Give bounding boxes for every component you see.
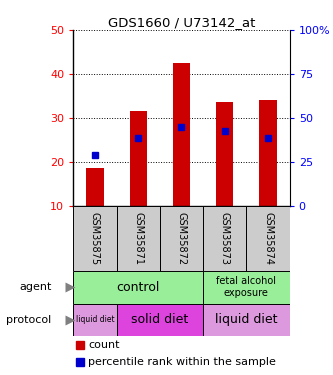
- Text: percentile rank within the sample: percentile rank within the sample: [89, 357, 276, 368]
- Text: liquid diet: liquid diet: [215, 313, 278, 326]
- Bar: [246, 206, 290, 271]
- Text: GSM35875: GSM35875: [90, 212, 100, 265]
- Text: protocol: protocol: [6, 315, 52, 325]
- Text: GSM35871: GSM35871: [133, 212, 143, 265]
- Text: fetal alcohol
exposure: fetal alcohol exposure: [216, 276, 276, 298]
- Title: GDS1660 / U73142_at: GDS1660 / U73142_at: [108, 16, 255, 29]
- Bar: [73, 271, 203, 303]
- Bar: [203, 206, 246, 271]
- Bar: [203, 271, 290, 303]
- Bar: [216, 102, 233, 206]
- Text: control: control: [117, 281, 160, 294]
- Text: solid diet: solid diet: [131, 313, 188, 326]
- Bar: [259, 100, 277, 206]
- Bar: [130, 111, 147, 206]
- Bar: [86, 168, 104, 206]
- Text: GSM35873: GSM35873: [220, 212, 230, 265]
- Text: GSM35872: GSM35872: [176, 212, 186, 265]
- Bar: [117, 303, 203, 336]
- Bar: [160, 206, 203, 271]
- Text: GSM35874: GSM35874: [263, 212, 273, 265]
- Text: agent: agent: [19, 282, 52, 292]
- Bar: [117, 206, 160, 271]
- Bar: [73, 303, 117, 336]
- Text: liquid diet: liquid diet: [76, 315, 114, 324]
- Bar: [173, 63, 190, 206]
- Bar: [203, 303, 290, 336]
- Bar: [73, 206, 117, 271]
- Text: count: count: [89, 340, 120, 350]
